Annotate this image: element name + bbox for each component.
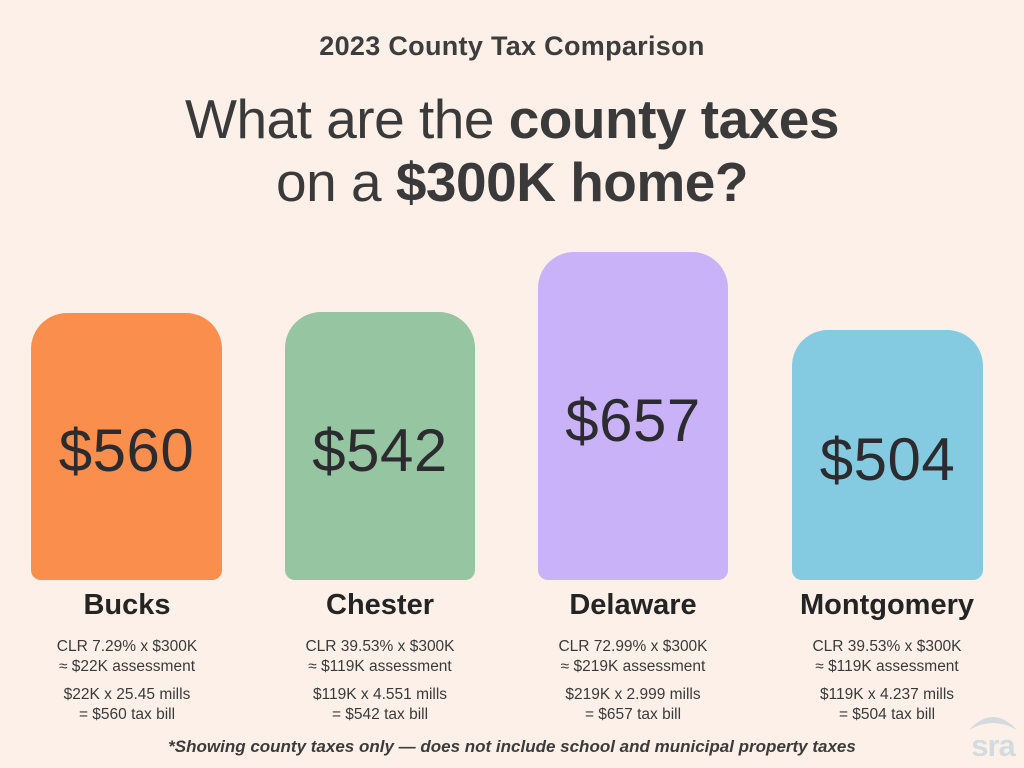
page-title-line2: on a $300K home? bbox=[0, 151, 1024, 214]
title-regular-text: What are the bbox=[185, 88, 509, 150]
title-bold-text: county taxes bbox=[508, 88, 840, 150]
assessment-line: ≈ $119K assessment bbox=[815, 657, 959, 675]
sra-logo-arc-icon bbox=[969, 717, 1017, 730]
label-block-montgomery: Montgomery CLR 39.53% x $300K ≈ $119K ass… bbox=[762, 588, 1012, 733]
clr-calculation-chester: CLR 39.53% x $300K ≈ $119K assessment bbox=[255, 637, 505, 676]
label-block-chester: Chester CLR 39.53% x $300K ≈ $119K assess… bbox=[255, 588, 505, 733]
bar-delaware: $657 bbox=[538, 252, 728, 580]
page-title-line1: What are the county taxes bbox=[0, 88, 1024, 151]
bar-value-bucks: $560 bbox=[58, 417, 195, 484]
footnote-disclaimer: *Showing county taxes only — does not in… bbox=[168, 737, 856, 756]
bar-value-delaware: $657 bbox=[565, 386, 701, 454]
sra-logo: sra bbox=[969, 717, 1018, 763]
eyebrow-title: 2023 County Tax Comparison bbox=[319, 31, 705, 61]
assessment-line: ≈ $22K assessment bbox=[58, 657, 196, 675]
tax-calculation-delaware: $219K x 2.999 mills = $657 tax bill bbox=[508, 685, 758, 724]
tax-bill-line: = $657 tax bill bbox=[584, 705, 682, 723]
mills-line: $219K x 2.999 mills bbox=[565, 686, 701, 703]
label-block-bucks: Bucks CLR 7.29% x $300K ≈ $22K assessment… bbox=[2, 588, 252, 733]
county-name-montgomery: Montgomery bbox=[800, 589, 974, 621]
bar-montgomery: $504 bbox=[792, 330, 983, 580]
mills-line: $119K x 4.551 mills bbox=[312, 686, 448, 703]
clr-calculation-montgomery: CLR 39.53% x $300K ≈ $119K assessment bbox=[762, 637, 1012, 676]
clr-calculation-delaware: CLR 72.99% x $300K ≈ $219K assessment bbox=[508, 637, 758, 676]
clr-line: CLR 72.99% x $300K bbox=[558, 638, 708, 655]
clr-line: CLR 7.29% x $300K bbox=[56, 638, 198, 655]
title-bold-text: $300K home? bbox=[395, 151, 749, 213]
tax-calculation-bucks: $22K x 25.45 mills = $560 tax bill bbox=[2, 685, 252, 724]
county-name-bucks: Bucks bbox=[83, 589, 171, 621]
title-regular-text: on a bbox=[276, 151, 396, 213]
assessment-line: ≈ $219K assessment bbox=[560, 657, 706, 675]
tax-bill-line: = $560 tax bill bbox=[78, 705, 176, 723]
tax-calculation-montgomery: $119K x 4.237 mills = $504 tax bill bbox=[762, 685, 1012, 724]
label-block-delaware: Delaware CLR 72.99% x $300K ≈ $219K asses… bbox=[508, 588, 758, 733]
bar-bucks: $560 bbox=[31, 313, 222, 580]
bar-value-montgomery: $504 bbox=[819, 425, 956, 493]
county-name-chester: Chester bbox=[326, 589, 434, 621]
assessment-line: ≈ $119K assessment bbox=[308, 657, 452, 675]
bar-value-chester: $542 bbox=[312, 416, 448, 484]
sra-logo-text: sra bbox=[971, 728, 1016, 763]
bar-chester: $542 bbox=[285, 312, 475, 580]
tax-bill-line: = $542 tax bill bbox=[331, 705, 429, 723]
page-title: What are the county taxes on a $300K hom… bbox=[0, 88, 1024, 214]
clr-line: CLR 39.53% x $300K bbox=[812, 638, 962, 655]
mills-line: $22K x 25.45 mills bbox=[63, 686, 191, 703]
tax-calculation-chester: $119K x 4.551 mills = $542 tax bill bbox=[255, 685, 505, 724]
tax-bill-line: = $504 tax bill bbox=[838, 705, 936, 723]
clr-line: CLR 39.53% x $300K bbox=[305, 638, 455, 655]
county-name-delaware: Delaware bbox=[569, 589, 697, 621]
mills-line: $119K x 4.237 mills bbox=[819, 686, 955, 703]
clr-calculation-bucks: CLR 7.29% x $300K ≈ $22K assessment bbox=[2, 637, 252, 676]
